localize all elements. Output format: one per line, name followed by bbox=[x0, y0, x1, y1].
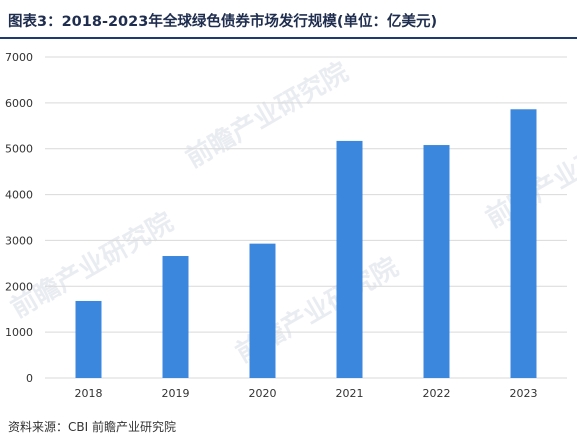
x-tick-label: 2019 bbox=[162, 387, 190, 400]
x-tick-label: 2020 bbox=[249, 387, 277, 400]
bar-2019 bbox=[162, 256, 189, 378]
y-tick-label: 2000 bbox=[5, 280, 33, 293]
y-axis-ticks: 0 1000 2000 3000 4000 5000 6000 7000 bbox=[5, 51, 33, 385]
source-note: 资料来源：CBI 前瞻产业研究院 bbox=[8, 420, 176, 434]
chart-title: 图表3：2018-2023年全球绿色债券市场发行规模(单位：亿美元) bbox=[8, 14, 438, 30]
x-tick-label: 2021 bbox=[336, 387, 364, 400]
x-axis-ticks: 2018 2019 2020 2021 2022 2023 bbox=[75, 387, 538, 400]
y-tick-label: 0 bbox=[26, 372, 33, 385]
bar-series bbox=[75, 109, 537, 378]
bar-2020 bbox=[249, 243, 276, 378]
y-tick-label: 7000 bbox=[5, 51, 33, 64]
x-tick-label: 2018 bbox=[75, 387, 103, 400]
y-tick-label: 1000 bbox=[5, 326, 33, 339]
y-tick-label: 4000 bbox=[5, 189, 33, 202]
bar-2018 bbox=[75, 300, 102, 378]
x-tick-label: 2023 bbox=[510, 387, 538, 400]
y-tick-label: 6000 bbox=[5, 97, 33, 110]
bar-2023 bbox=[510, 109, 537, 378]
bar-2022 bbox=[423, 145, 450, 378]
grid-lines bbox=[45, 56, 567, 379]
title-divider bbox=[0, 37, 577, 39]
bar-2021 bbox=[336, 140, 363, 378]
y-tick-label: 5000 bbox=[5, 143, 33, 156]
x-tick-label: 2022 bbox=[423, 387, 451, 400]
title-bar: 图表3：2018-2023年全球绿色债券市场发行规模(单位：亿美元) bbox=[0, 0, 577, 39]
y-tick-label: 3000 bbox=[5, 234, 33, 247]
